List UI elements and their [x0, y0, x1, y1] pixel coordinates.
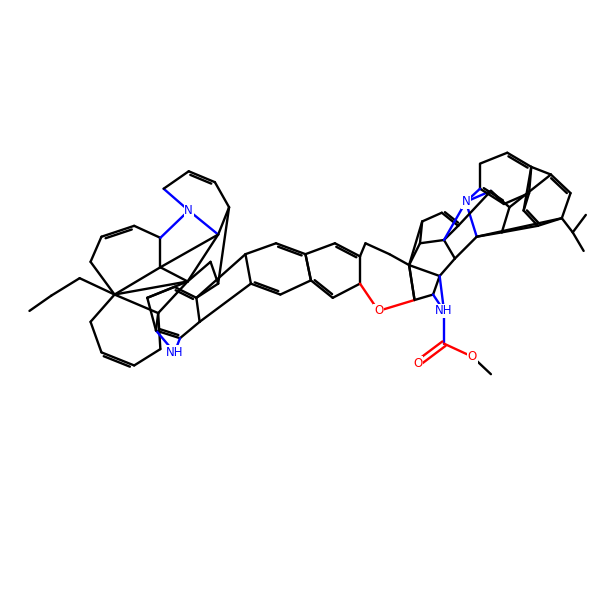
Text: N: N — [461, 196, 470, 208]
Text: O: O — [413, 357, 422, 370]
Text: NH: NH — [166, 346, 183, 359]
Text: O: O — [374, 304, 383, 317]
Text: N: N — [184, 204, 193, 217]
Text: O: O — [468, 350, 477, 363]
Text: NH: NH — [435, 304, 453, 317]
